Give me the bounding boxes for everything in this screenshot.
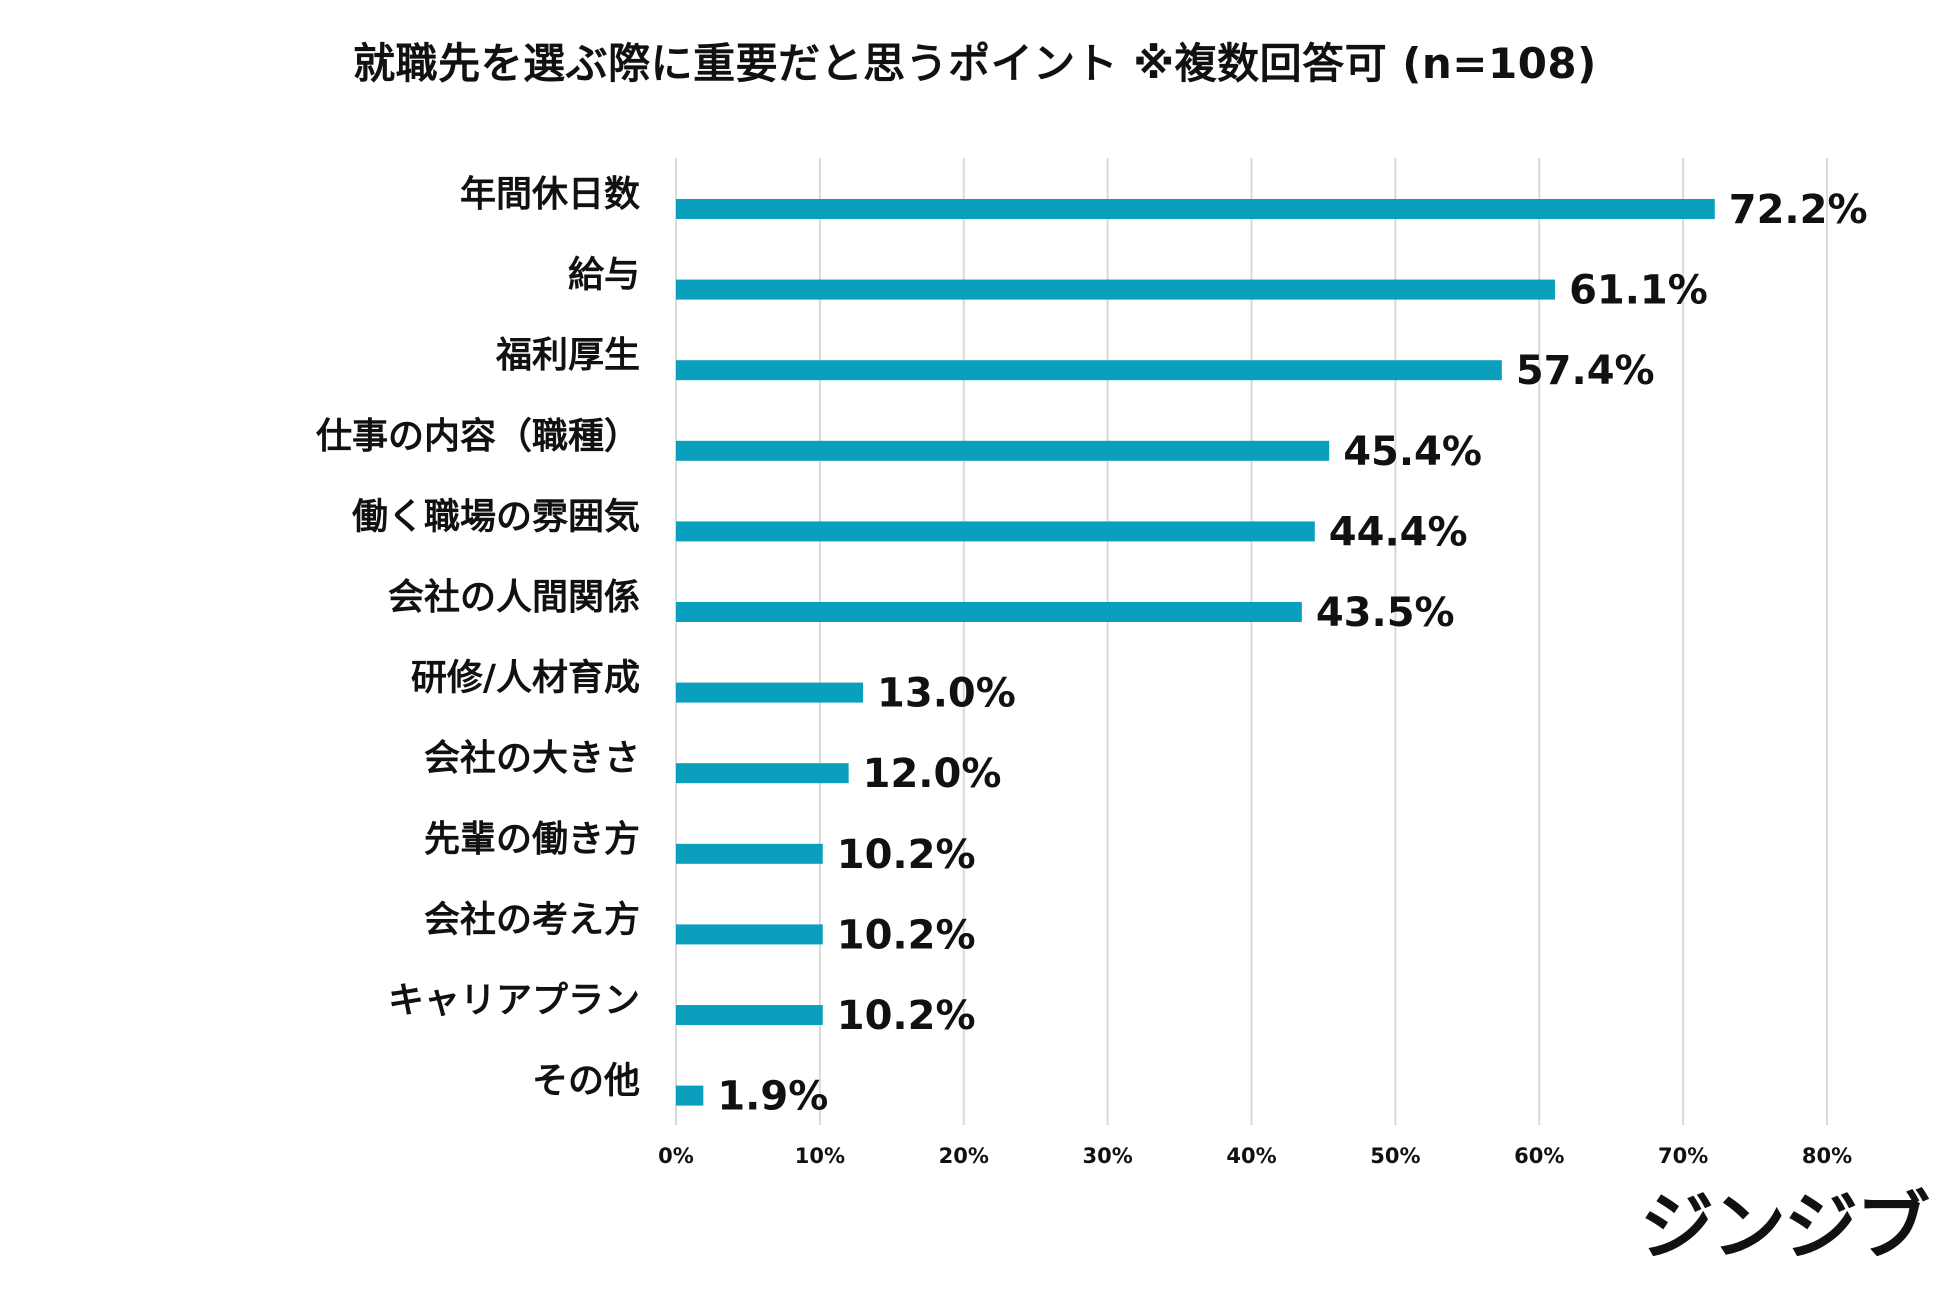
value-label: 12.0% bbox=[863, 751, 1002, 797]
category-label: 研修/人材育成 bbox=[411, 658, 640, 699]
category-label: キャリアプラン bbox=[388, 980, 640, 1021]
category-label: その他 bbox=[532, 1061, 640, 1102]
x-tick-label: 70% bbox=[1658, 1144, 1708, 1168]
bars bbox=[676, 199, 1715, 1106]
bar bbox=[676, 1085, 704, 1106]
x-axis-ticks: 0% 10% 20% 30% 40% 50% 60% 70% 80% bbox=[658, 1144, 1852, 1168]
bar bbox=[676, 360, 1502, 381]
brand-logo: ジンジブ bbox=[1640, 1184, 1930, 1270]
x-tick-label: 0% bbox=[658, 1144, 694, 1168]
bar bbox=[676, 763, 849, 784]
bar bbox=[676, 279, 1556, 300]
value-label: 10.2% bbox=[837, 832, 976, 878]
value-label: 45.4% bbox=[1343, 429, 1482, 475]
bar bbox=[676, 521, 1315, 542]
bar bbox=[676, 440, 1330, 461]
category-label: 先輩の働き方 bbox=[424, 819, 640, 860]
grid-lines bbox=[675, 158, 1828, 1125]
value-label: 10.2% bbox=[837, 993, 976, 1039]
x-tick-label: 50% bbox=[1370, 1144, 1420, 1168]
x-tick-label: 20% bbox=[939, 1144, 989, 1168]
category-label: 会社の考え方 bbox=[424, 899, 640, 940]
category-label: 福利厚生 bbox=[495, 335, 640, 376]
value-labels: 72.2% 61.1% 57.4% 45.4% 44.4% 43.5% 13.0% 12.0%… bbox=[717, 187, 1867, 1120]
x-tick-label: 10% bbox=[795, 1144, 845, 1168]
x-tick-label: 80% bbox=[1802, 1144, 1852, 1168]
value-label: 72.2% bbox=[1729, 187, 1868, 233]
x-tick-label: 40% bbox=[1226, 1144, 1276, 1168]
bar bbox=[676, 199, 1715, 219]
bar bbox=[676, 924, 823, 945]
bar bbox=[676, 1005, 823, 1025]
category-label: 会社の大きさ bbox=[424, 738, 640, 779]
bar bbox=[676, 602, 1302, 622]
x-tick-label: 60% bbox=[1514, 1144, 1564, 1168]
category-label: 年間休日数 bbox=[460, 174, 640, 215]
chart-title: 就職先を選ぶ際に重要だと思うポイント ※複数回答可 (n=108) bbox=[353, 39, 1597, 88]
value-label: 13.0% bbox=[877, 671, 1016, 717]
value-label: 61.1% bbox=[1569, 268, 1708, 314]
value-label: 1.9% bbox=[717, 1074, 828, 1120]
value-label: 57.4% bbox=[1516, 348, 1655, 394]
category-label: 働く職場の雰囲気 bbox=[352, 496, 640, 537]
value-label: 43.5% bbox=[1316, 590, 1455, 636]
bar bbox=[676, 843, 823, 864]
category-label: 仕事の内容（職種） bbox=[316, 416, 640, 457]
category-label: 会社の人間関係 bbox=[388, 577, 640, 618]
value-label: 44.4% bbox=[1329, 509, 1468, 555]
category-label: 給与 bbox=[568, 255, 640, 296]
value-label: 10.2% bbox=[837, 912, 976, 958]
bar bbox=[676, 682, 864, 703]
x-tick-label: 30% bbox=[1082, 1144, 1132, 1168]
